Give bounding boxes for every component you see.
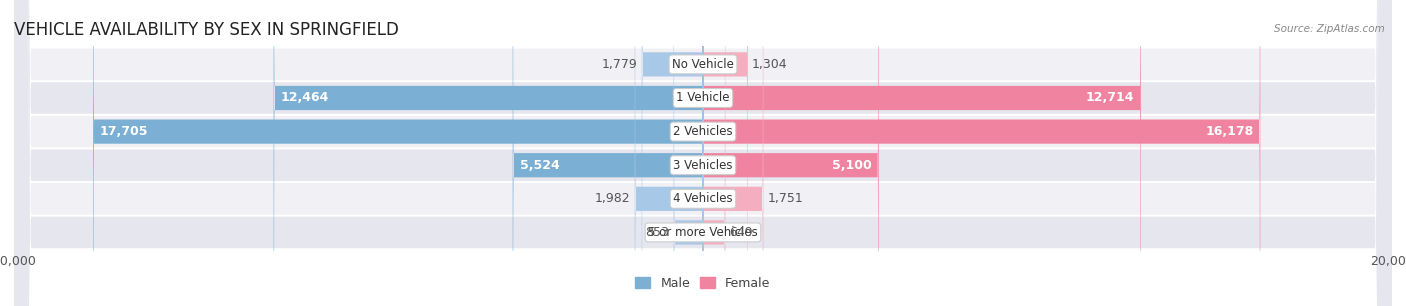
FancyBboxPatch shape: [14, 0, 1392, 306]
Text: 5,100: 5,100: [832, 159, 872, 172]
Text: 3 Vehicles: 3 Vehicles: [673, 159, 733, 172]
Text: 16,178: 16,178: [1205, 125, 1253, 138]
FancyBboxPatch shape: [513, 0, 703, 306]
Text: 1,751: 1,751: [768, 192, 803, 205]
Legend: Male, Female: Male, Female: [636, 277, 770, 290]
FancyBboxPatch shape: [703, 0, 763, 306]
FancyBboxPatch shape: [641, 0, 703, 306]
Text: 4 Vehicles: 4 Vehicles: [673, 192, 733, 205]
FancyBboxPatch shape: [93, 0, 703, 306]
Text: 12,714: 12,714: [1085, 91, 1135, 104]
Text: Source: ZipAtlas.com: Source: ZipAtlas.com: [1274, 24, 1385, 35]
Text: 5 or more Vehicles: 5 or more Vehicles: [648, 226, 758, 239]
FancyBboxPatch shape: [274, 0, 703, 306]
FancyBboxPatch shape: [703, 0, 879, 306]
Text: 17,705: 17,705: [100, 125, 149, 138]
Text: 1,982: 1,982: [595, 192, 631, 205]
Text: 1 Vehicle: 1 Vehicle: [676, 91, 730, 104]
Text: 649: 649: [730, 226, 754, 239]
FancyBboxPatch shape: [673, 0, 703, 306]
FancyBboxPatch shape: [14, 0, 1392, 306]
FancyBboxPatch shape: [703, 0, 725, 306]
FancyBboxPatch shape: [703, 0, 1140, 306]
FancyBboxPatch shape: [634, 0, 703, 306]
FancyBboxPatch shape: [14, 0, 1392, 306]
FancyBboxPatch shape: [14, 0, 1392, 306]
Text: 2 Vehicles: 2 Vehicles: [673, 125, 733, 138]
FancyBboxPatch shape: [14, 0, 1392, 306]
FancyBboxPatch shape: [14, 0, 1392, 306]
FancyBboxPatch shape: [703, 0, 1260, 306]
Text: 853: 853: [645, 226, 669, 239]
Text: VEHICLE AVAILABILITY BY SEX IN SPRINGFIELD: VEHICLE AVAILABILITY BY SEX IN SPRINGFIE…: [14, 21, 399, 39]
FancyBboxPatch shape: [703, 0, 748, 306]
Text: 12,464: 12,464: [281, 91, 329, 104]
Text: 1,304: 1,304: [752, 58, 787, 71]
Text: 1,779: 1,779: [602, 58, 637, 71]
Text: 5,524: 5,524: [520, 159, 560, 172]
Text: No Vehicle: No Vehicle: [672, 58, 734, 71]
